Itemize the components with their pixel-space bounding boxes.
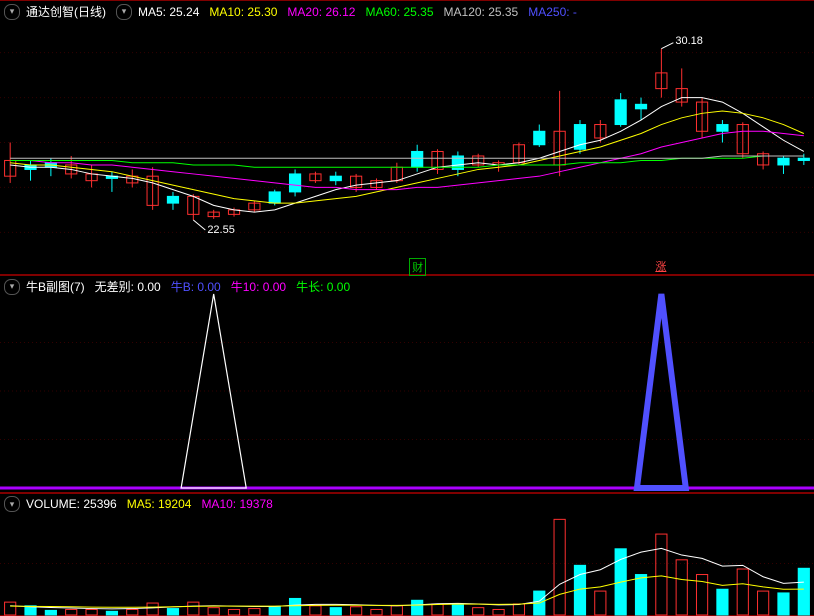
volume-svg bbox=[0, 494, 814, 616]
vol-ma5-label: MA5: 19204 bbox=[127, 497, 192, 511]
chevron-down-icon[interactable]: ▾ bbox=[4, 496, 20, 512]
ma10-label: MA10: 25.30 bbox=[209, 5, 277, 19]
indicator-panel[interactable]: ▾ 牛B副图(7) 无差别: 0.00 牛B: 0.00 牛10: 0.00 牛… bbox=[0, 275, 814, 493]
ma20-label: MA20: 26.12 bbox=[287, 5, 355, 19]
volume-label: VOLUME: 25396 bbox=[26, 497, 117, 511]
vol-ma10-label: MA10: 19378 bbox=[201, 497, 272, 511]
sub-header: ▾ 牛B副图(7) 无差别: 0.00 牛B: 0.00 牛10: 0.00 牛… bbox=[4, 278, 358, 295]
high-price-label: 30.18 bbox=[675, 35, 703, 47]
niu10-label: 牛10: 0.00 bbox=[231, 278, 286, 295]
marker-zhang: 涨 bbox=[655, 258, 666, 274]
chevron-down-icon[interactable]: ▾ bbox=[4, 279, 20, 295]
niuB-label: 牛B: 0.00 bbox=[171, 278, 221, 295]
chart-title: 通达创智(日线) bbox=[26, 3, 106, 20]
volume-panel[interactable]: ▾ VOLUME: 25396 MA5: 19204 MA10: 19378 bbox=[0, 493, 814, 616]
sub-title: 牛B副图(7) bbox=[26, 278, 85, 295]
vol-header: ▾ VOLUME: 25396 MA5: 19204 MA10: 19378 bbox=[4, 496, 281, 512]
marker-cai: 财 bbox=[409, 258, 426, 276]
wucha-label: 无差别: 0.00 bbox=[95, 278, 161, 295]
ma5-label: MA5: 25.24 bbox=[138, 5, 199, 19]
niuChang-label: 牛长: 0.00 bbox=[296, 278, 350, 295]
main-header: ▾ 通达创智(日线) ▾ MA5: 25.24 MA10: 25.30 MA20… bbox=[4, 3, 585, 20]
chevron-down-icon[interactable]: ▾ bbox=[116, 4, 132, 20]
indicator-svg bbox=[0, 276, 814, 494]
chevron-down-icon[interactable]: ▾ bbox=[4, 4, 20, 20]
candlestick-panel[interactable]: ▾ 通达创智(日线) ▾ MA5: 25.24 MA10: 25.30 MA20… bbox=[0, 0, 814, 275]
ma120-label: MA120: 25.35 bbox=[444, 5, 519, 19]
low-price-label: 22.55 bbox=[207, 224, 235, 236]
ma60-label: MA60: 25.35 bbox=[365, 5, 433, 19]
ma250-label: MA250: - bbox=[528, 5, 577, 19]
